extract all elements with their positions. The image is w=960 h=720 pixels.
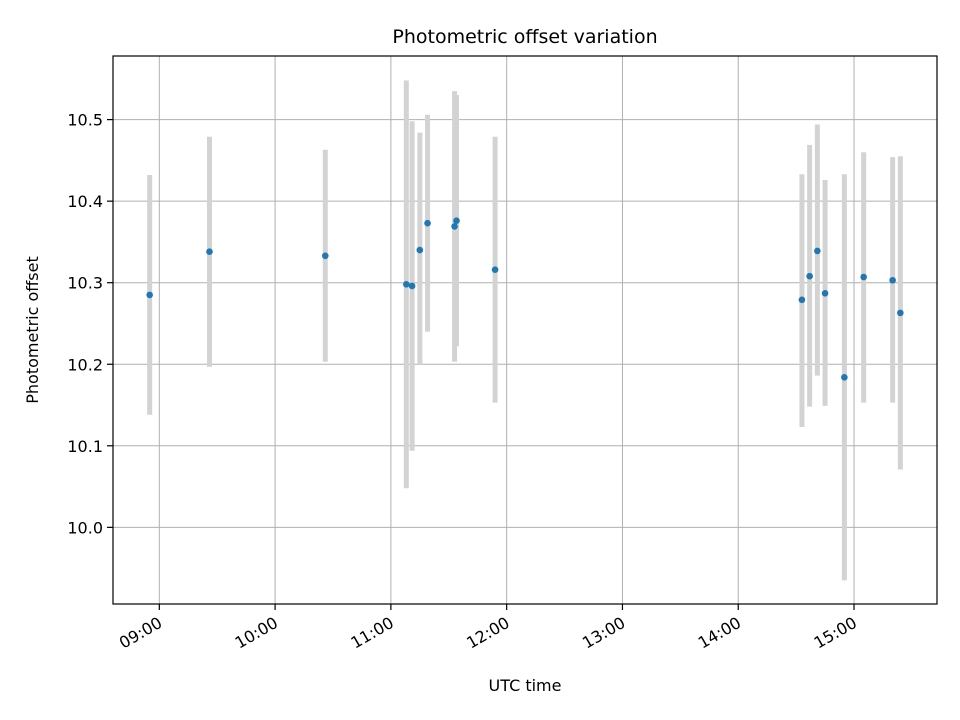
data-points bbox=[146, 217, 904, 381]
y-tick-label: 10.4 bbox=[67, 192, 103, 211]
y-tick-label: 10.3 bbox=[67, 274, 103, 293]
data-point bbox=[206, 248, 213, 256]
plot-frame bbox=[112, 55, 938, 605]
data-point bbox=[424, 219, 431, 227]
data-point bbox=[814, 247, 821, 255]
data-point bbox=[897, 309, 904, 317]
y-axis-label: Photometric offset bbox=[23, 256, 42, 404]
data-point bbox=[321, 252, 329, 260]
data-point bbox=[416, 246, 424, 254]
y-tick-label: 10.1 bbox=[67, 437, 103, 456]
data-point bbox=[798, 296, 806, 304]
data-point bbox=[821, 290, 829, 297]
data-point bbox=[841, 373, 848, 381]
data-point bbox=[451, 223, 458, 230]
x-axis-label: UTC time bbox=[489, 676, 562, 695]
data-point bbox=[146, 291, 153, 299]
data-point bbox=[408, 282, 416, 290]
data-point bbox=[889, 276, 896, 284]
y-tick-label: 10.0 bbox=[67, 518, 103, 537]
chart-title: Photometric offset variation bbox=[392, 26, 657, 48]
data-point bbox=[403, 281, 410, 288]
y-tick-label: 10.2 bbox=[67, 355, 103, 374]
y-tick-label: 10.5 bbox=[67, 111, 103, 130]
y-axis-ticks: 10.0 10.1 10.2 10.3 10.4 10.5 bbox=[67, 111, 113, 537]
data-point bbox=[491, 266, 499, 273]
data-point bbox=[806, 272, 813, 280]
data-point bbox=[860, 273, 867, 281]
data-point bbox=[453, 217, 460, 225]
